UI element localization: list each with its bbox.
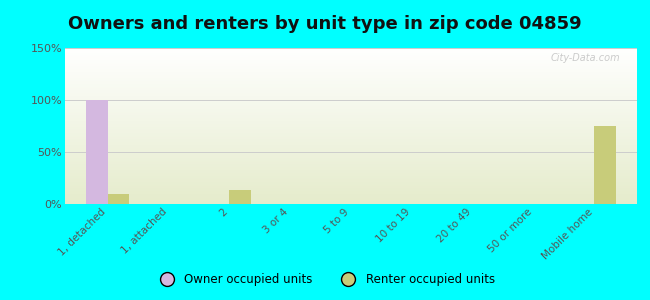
- Bar: [229, 190, 251, 204]
- Text: City-Data.com: City-Data.com: [550, 53, 620, 63]
- Text: Owners and renters by unit type in zip code 04859: Owners and renters by unit type in zip c…: [68, 15, 582, 33]
- Bar: [86, 100, 108, 204]
- Legend: Owner occupied units, Renter occupied units: Owner occupied units, Renter occupied un…: [150, 269, 500, 291]
- Bar: [594, 126, 616, 204]
- Bar: [108, 194, 129, 204]
